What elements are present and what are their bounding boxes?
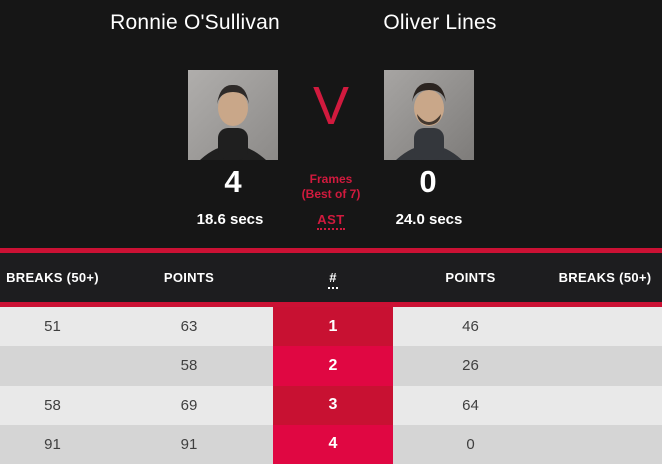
ast-link[interactable]: AST bbox=[317, 212, 345, 230]
cell-breaks-left: 91 bbox=[0, 424, 105, 464]
red-divider-bottom bbox=[0, 302, 662, 307]
frames-label: Frames (Best of 7) bbox=[271, 172, 391, 202]
frames-table-body: 51 63 1 46 58 2 26 58 69 3 64 91 91 4 0 bbox=[0, 307, 662, 464]
cell-breaks-right bbox=[548, 424, 662, 464]
versus-v: V bbox=[312, 76, 350, 136]
header-breaks-left: BREAKS (50+) bbox=[6, 270, 99, 285]
cell-points-left: 63 bbox=[105, 307, 273, 347]
table-row: 58 69 3 64 bbox=[0, 385, 662, 425]
cell-points-left: 91 bbox=[105, 424, 273, 464]
person-silhouette-icon bbox=[188, 70, 278, 160]
cell-breaks-right bbox=[548, 346, 662, 386]
avg-shot-time-right: 24.0 secs bbox=[395, 211, 463, 228]
table-row: 58 2 26 bbox=[0, 346, 662, 386]
cell-points-right: 0 bbox=[393, 424, 548, 464]
cell-points-left: 58 bbox=[105, 346, 273, 386]
ast-link-wrap: AST bbox=[281, 211, 381, 230]
match-header: Ronnie O'Sullivan Oliver Lines V bbox=[110, 11, 497, 230]
cell-breaks-left: 58 bbox=[0, 385, 105, 425]
player-photo-left bbox=[188, 70, 278, 160]
cell-frame-number: 3 bbox=[273, 385, 393, 425]
cell-points-right: 46 bbox=[393, 307, 548, 347]
score-left: 4 bbox=[224, 164, 242, 199]
frame-number-hint[interactable]: # bbox=[328, 270, 338, 289]
cell-points-left: 69 bbox=[105, 385, 273, 425]
player-name-left[interactable]: Ronnie O'Sullivan bbox=[110, 11, 280, 34]
cell-points-right: 26 bbox=[393, 346, 548, 386]
frames-best-of: (Best of 7) bbox=[301, 187, 361, 201]
frames-label-title: Frames bbox=[309, 172, 353, 186]
avg-shot-time-left: 18.6 secs bbox=[196, 211, 264, 228]
header-points-right: POINTS bbox=[445, 270, 496, 285]
cell-breaks-right bbox=[548, 385, 662, 425]
cell-breaks-left: 51 bbox=[0, 307, 105, 347]
red-divider-top bbox=[0, 248, 662, 253]
player-name-right[interactable]: Oliver Lines bbox=[383, 11, 497, 34]
cell-breaks-left bbox=[0, 346, 105, 386]
header-frame-number: # bbox=[273, 270, 393, 289]
player-photo-right bbox=[384, 70, 474, 160]
table-row: 51 63 1 46 bbox=[0, 307, 662, 347]
cell-frame-number: 1 bbox=[273, 307, 393, 347]
header-points-left: POINTS bbox=[163, 270, 215, 285]
table-row: 91 91 4 0 bbox=[0, 424, 662, 464]
score-right: 0 bbox=[419, 164, 437, 199]
person-silhouette-icon bbox=[384, 70, 474, 160]
cell-frame-number: 4 bbox=[273, 424, 393, 464]
table-header-row: BREAKS (50+) POINTS # POINTS BREAKS (50+… bbox=[0, 253, 662, 302]
header-breaks-right: BREAKS (50+) bbox=[558, 270, 652, 285]
cell-points-right: 64 bbox=[393, 385, 548, 425]
cell-frame-number: 2 bbox=[273, 346, 393, 386]
cell-breaks-right bbox=[548, 307, 662, 347]
